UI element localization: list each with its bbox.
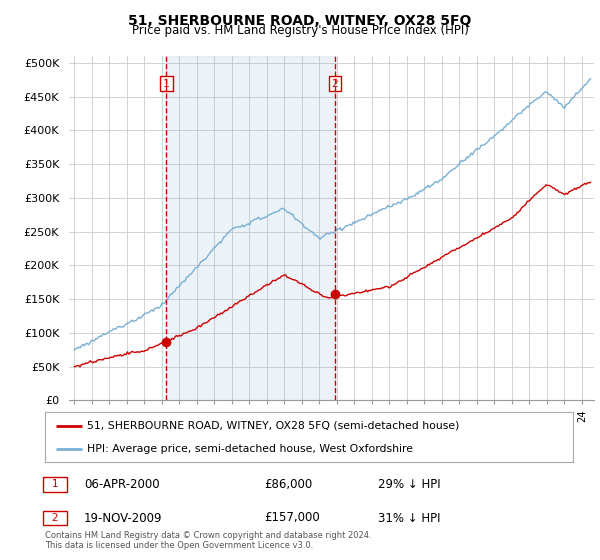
- Text: £157,000: £157,000: [264, 511, 320, 525]
- Text: 29% ↓ HPI: 29% ↓ HPI: [378, 478, 440, 491]
- Text: £86,000: £86,000: [264, 478, 312, 491]
- Text: HPI: Average price, semi-detached house, West Oxfordshire: HPI: Average price, semi-detached house,…: [87, 445, 413, 454]
- Text: 2: 2: [45, 513, 65, 523]
- Text: 31% ↓ HPI: 31% ↓ HPI: [378, 511, 440, 525]
- Text: 51, SHERBOURNE ROAD, WITNEY, OX28 5FQ: 51, SHERBOURNE ROAD, WITNEY, OX28 5FQ: [128, 14, 472, 28]
- Text: 06-APR-2000: 06-APR-2000: [84, 478, 160, 491]
- Bar: [166, 56, 335, 400]
- Text: 1: 1: [45, 479, 65, 489]
- Text: 1: 1: [163, 78, 170, 88]
- Text: Contains HM Land Registry data © Crown copyright and database right 2024.
This d: Contains HM Land Registry data © Crown c…: [45, 530, 371, 550]
- Text: Price paid vs. HM Land Registry's House Price Index (HPI): Price paid vs. HM Land Registry's House …: [131, 24, 469, 36]
- Text: 19-NOV-2009: 19-NOV-2009: [84, 511, 163, 525]
- Text: 2: 2: [331, 78, 338, 88]
- Text: 51, SHERBOURNE ROAD, WITNEY, OX28 5FQ (semi-detached house): 51, SHERBOURNE ROAD, WITNEY, OX28 5FQ (s…: [87, 421, 460, 431]
